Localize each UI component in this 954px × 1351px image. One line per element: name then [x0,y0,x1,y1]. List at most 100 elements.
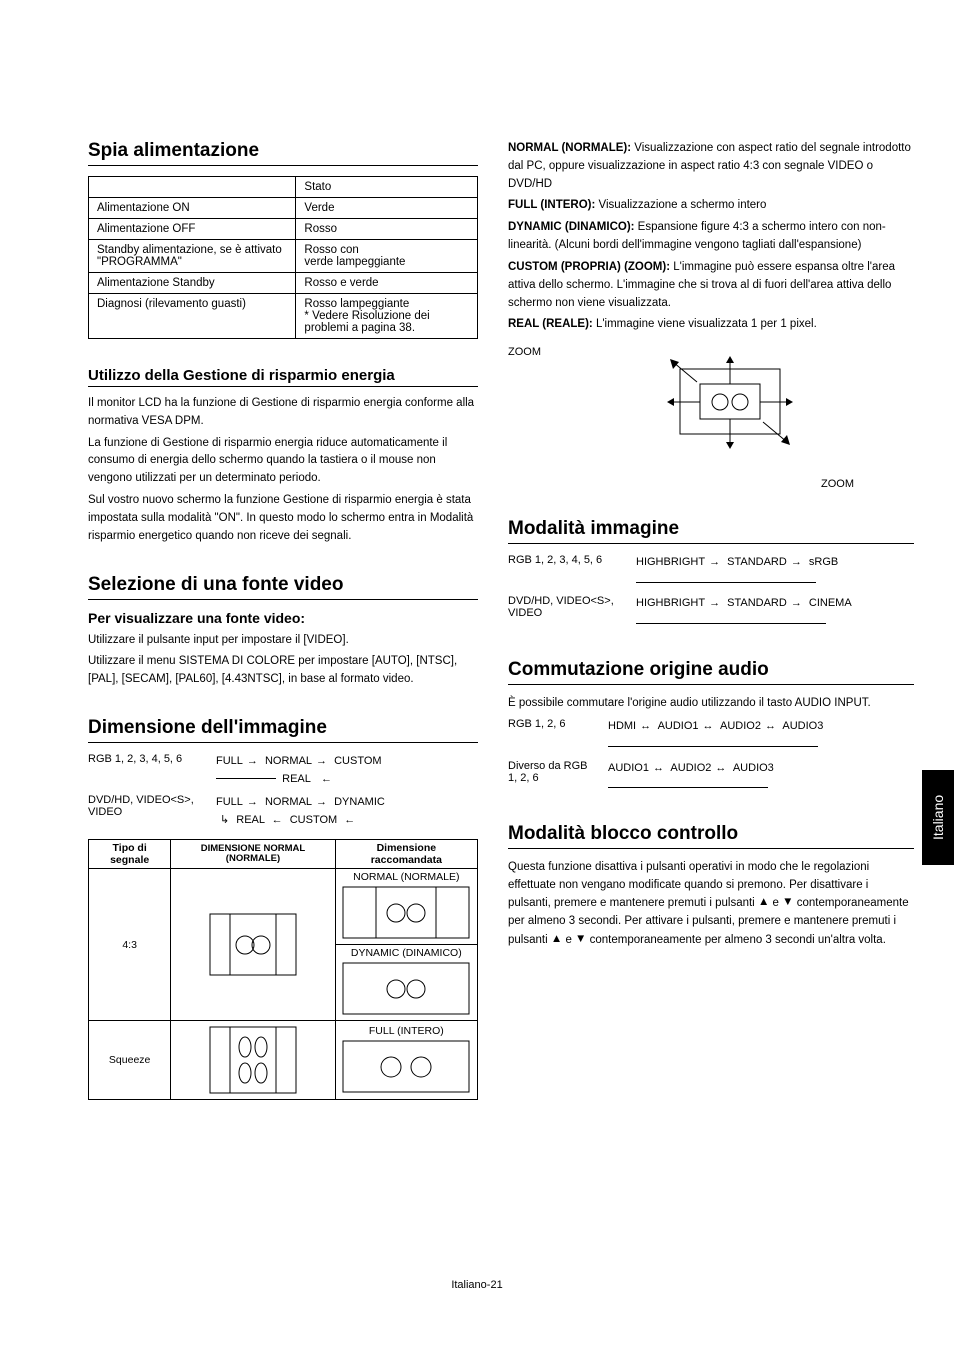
table-row: 4:3 NORMAL (NORMALE) [89,869,478,945]
flow-label: RGB 1, 2, 3, 4, 5, 6 [508,554,626,566]
audio-section: Commutazione origine audio È possibile c… [508,659,914,795]
gestione-section: Utilizzo della Gestione di risparmio ene… [88,367,478,546]
paragraph: Sul vostro nuovo schermo la funzione Ges… [88,492,478,545]
flow-item: AUDIO1 [658,720,699,732]
paragraph: La funzione di Gestione di risparmio ene… [88,435,478,488]
rec-label: DYNAMIC (DINAMICO) [351,947,462,959]
table-cell: Verde [296,198,478,219]
bold-label: CUSTOM (PROPRIA) (ZOOM): [508,261,670,273]
left-column: Spia alimentazione Stato Alimentazione O… [88,140,478,1128]
flow-item: HIGHBRIGHT [636,556,705,568]
arrow-icon: ↳ [220,812,229,830]
paragraph: Questa funzione disattiva i pulsanti ope… [508,859,914,950]
text: e [773,897,783,909]
right-column: NORMAL (NORMALE): Visualizzazione con as… [508,140,914,1128]
paragraph: È possibile commutare l'origine audio ut… [508,695,914,713]
paragraph: Utilizzare il pulsante input per imposta… [88,632,478,650]
selezione-section: Selezione di una fonte video Per visuali… [88,574,478,689]
flow-items: FULL → NORMAL → CUSTOM REAL ← [216,753,478,788]
triangle-up-icon: ▲ [758,894,769,912]
status-table: Stato Alimentazione ONVerde Alimentazion… [88,176,478,339]
arrow-icon: → [709,554,720,572]
paragraph: FULL (INTERO): Visualizzazione a schermo… [508,197,914,215]
arrow-icon: → [247,794,258,812]
page-footer: Italiano-21 [0,1279,954,1291]
arrow-icon: → [316,753,327,771]
arrow-icon: → [791,595,802,613]
flow-label: DVD/HD, VIDEO<S>, VIDEO [508,595,626,619]
arrow-icon: ← [272,812,283,830]
flow-item: AUDIO2 [670,762,711,774]
flow-item: CUSTOM [334,755,381,767]
table-cell: Squeeze [89,1021,171,1100]
aspect-43-icon [208,912,298,977]
flow-row: DVD/HD, VIDEO<S>, VIDEO HIGHBRIGHT → STAN… [508,595,914,630]
arrow-icon: ← [344,812,355,830]
flow-item: AUDIO1 [608,762,649,774]
flow-item: STANDARD [727,597,787,609]
flow-item: FULL [216,755,243,767]
arrow-icon: ↔ [703,718,714,736]
arrow-icon: ← [321,771,332,789]
arrow-icon: → [709,595,720,613]
zoom-label: ZOOM [821,478,854,490]
paragraph: Utilizzare il menu SISTEMA DI COLORE per… [88,653,478,689]
table-cell: 4:3 [89,869,171,1021]
table-row: Alimentazione StandbyRosso e verde [89,273,478,294]
table-cell: Alimentazione Standby [89,273,296,294]
flow-items: HIGHBRIGHT→ STANDARD→ CINEMA [636,595,914,630]
rec-label: NORMAL (NORMALE) [353,871,459,883]
flow-item: AUDIO3 [782,720,823,732]
arrow-icon: → [791,554,802,572]
flow-item: HIGHBRIGHT [636,597,705,609]
aspect-desc-section: NORMAL (NORMALE): Visualizzazione con as… [508,140,914,490]
table-cell: DYNAMIC (DINAMICO) [335,945,477,1021]
selezione-title: Selezione di una fonte video [88,574,478,600]
text: Visualizzazione a schermo intero [595,199,766,211]
aspect-dynamic-icon [341,961,471,1016]
flow-item: NORMAL [265,755,312,767]
flow-item: REAL [282,773,311,785]
flow-item: NORMAL [265,796,312,808]
arrow-icon: ↔ [765,718,776,736]
modalita-img-section: Modalità immagine RGB 1, 2, 3, 4, 5, 6 H… [508,518,914,630]
aspect-wide-icon [341,885,471,940]
flow-item: AUDIO2 [720,720,761,732]
audio-title: Commutazione origine audio [508,659,914,685]
table-row: Stato [89,177,478,198]
selezione-sub: Per visualizzare una fonte video: [88,610,478,626]
zoom-icon [655,354,805,474]
table-cell [171,1021,335,1100]
flow-row: DVD/HD, VIDEO<S>, VIDEO FULL→ NORMAL→ DY… [88,794,478,829]
text: e [565,934,575,946]
table-header: Dimensione raccomandata [335,840,477,869]
bold-label: REAL (REALE): [508,318,593,330]
flow-label: DVD/HD, VIDEO<S>, VIDEO [88,794,206,818]
table-cell: Standby alimentazione, se è attivato "PR… [89,240,296,273]
table-cell: Rosso [296,219,478,240]
gestione-title: Utilizzo della Gestione di risparmio ene… [88,367,478,387]
table-cell: Rosso lampeggiante * Vedere Risoluzione … [296,294,478,339]
arrow-icon: → [316,794,327,812]
blocco-section: Modalità blocco controllo Questa funzion… [508,823,914,950]
flow-row: RGB 1, 2, 3, 4, 5, 6 HIGHBRIGHT→ STANDAR… [508,554,914,589]
blocco-title: Modalità blocco controllo [508,823,914,849]
spia-section: Spia alimentazione Stato Alimentazione O… [88,140,478,339]
triangle-up-icon: ▲ [551,931,562,949]
table-cell: FULL (INTERO) [335,1021,477,1100]
flow-item: HDMI [608,720,636,732]
zoom-label: ZOOM [508,346,541,358]
paragraph: REAL (REALE): L'immagine viene visualizz… [508,316,914,334]
table-header: DIMENSIONE NORMAL (NORMALE) [171,840,335,869]
side-tab: Italiano [922,770,954,865]
zoom-diagram: ZOOM ZOOM [508,346,914,490]
arrow-icon: ↔ [715,760,726,778]
dimensione-section: Dimensione dell'immagine RGB 1, 2, 3, 4,… [88,717,478,1100]
flow-item: FULL [216,796,243,808]
flow-item: CUSTOM [290,814,337,826]
arrow-icon: → [247,753,258,771]
table-cell: Alimentazione OFF [89,219,296,240]
table-header: Tipo di segnale [89,840,171,869]
dimensione-title: Dimensione dell'immagine [88,717,478,743]
paragraph: Il monitor LCD ha la funzione di Gestion… [88,395,478,431]
